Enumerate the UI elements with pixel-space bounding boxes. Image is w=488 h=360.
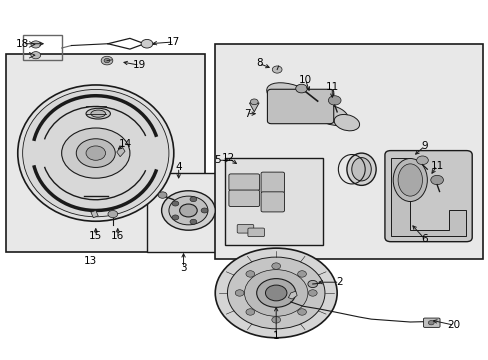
Ellipse shape	[18, 85, 173, 221]
Circle shape	[265, 285, 286, 301]
Text: 11: 11	[325, 82, 338, 92]
Circle shape	[168, 196, 207, 225]
Text: 14: 14	[118, 139, 131, 149]
Circle shape	[427, 320, 433, 325]
FancyBboxPatch shape	[228, 190, 259, 207]
Text: 11: 11	[429, 161, 443, 171]
Circle shape	[250, 99, 258, 105]
Circle shape	[179, 204, 197, 217]
Circle shape	[104, 58, 110, 63]
FancyBboxPatch shape	[228, 174, 259, 190]
Circle shape	[297, 309, 306, 315]
FancyBboxPatch shape	[423, 318, 439, 327]
Polygon shape	[390, 158, 466, 235]
Text: 12: 12	[222, 153, 235, 163]
FancyBboxPatch shape	[261, 172, 284, 193]
Circle shape	[86, 146, 105, 160]
Circle shape	[108, 211, 118, 218]
Circle shape	[295, 84, 307, 93]
Ellipse shape	[397, 164, 422, 196]
Text: 19: 19	[133, 60, 146, 70]
Circle shape	[328, 96, 340, 105]
Circle shape	[245, 309, 254, 315]
Circle shape	[172, 201, 179, 206]
Ellipse shape	[22, 89, 168, 217]
Circle shape	[31, 51, 41, 59]
Text: 6: 6	[421, 234, 427, 244]
Ellipse shape	[392, 158, 427, 202]
Circle shape	[190, 197, 196, 202]
Circle shape	[161, 191, 215, 230]
Ellipse shape	[351, 158, 370, 181]
Circle shape	[271, 317, 280, 323]
Circle shape	[158, 192, 166, 198]
Circle shape	[190, 219, 196, 224]
Circle shape	[308, 290, 317, 296]
Text: 7: 7	[243, 109, 250, 119]
Text: 17: 17	[167, 37, 180, 47]
Circle shape	[244, 270, 307, 316]
Text: 8: 8	[255, 58, 262, 68]
Polygon shape	[117, 146, 125, 157]
FancyBboxPatch shape	[237, 225, 253, 233]
Polygon shape	[249, 103, 259, 112]
Circle shape	[61, 128, 130, 178]
FancyBboxPatch shape	[384, 150, 471, 242]
Ellipse shape	[294, 96, 335, 120]
Ellipse shape	[86, 108, 110, 119]
Text: 20: 20	[447, 320, 460, 330]
Text: 5: 5	[214, 155, 221, 165]
Bar	[215, 44, 483, 259]
Text: 10: 10	[298, 75, 311, 85]
Circle shape	[215, 248, 336, 338]
Circle shape	[256, 279, 295, 307]
Bar	[224, 158, 322, 244]
Text: 9: 9	[421, 141, 427, 151]
FancyBboxPatch shape	[247, 228, 264, 237]
Text: 13: 13	[84, 256, 97, 266]
Text: 15: 15	[89, 231, 102, 240]
Circle shape	[271, 263, 280, 269]
Text: 1: 1	[272, 331, 279, 341]
Circle shape	[416, 156, 427, 165]
Circle shape	[101, 56, 113, 65]
Ellipse shape	[316, 105, 347, 125]
Circle shape	[430, 175, 443, 185]
Circle shape	[76, 139, 115, 167]
Polygon shape	[91, 211, 98, 218]
Ellipse shape	[266, 83, 319, 112]
Circle shape	[297, 271, 306, 277]
Text: 4: 4	[175, 162, 182, 172]
Text: 18: 18	[16, 39, 29, 49]
Text: 3: 3	[180, 263, 186, 273]
Bar	[5, 54, 205, 252]
Text: 2: 2	[336, 277, 342, 287]
Circle shape	[201, 208, 207, 213]
Bar	[147, 173, 224, 252]
Ellipse shape	[91, 110, 105, 117]
Circle shape	[141, 40, 153, 48]
Circle shape	[235, 290, 244, 296]
Circle shape	[31, 41, 41, 48]
Circle shape	[227, 257, 325, 329]
Circle shape	[272, 66, 282, 73]
Polygon shape	[288, 291, 297, 299]
Ellipse shape	[333, 114, 359, 131]
FancyBboxPatch shape	[261, 192, 284, 212]
FancyBboxPatch shape	[267, 89, 333, 124]
Circle shape	[307, 280, 317, 288]
Circle shape	[172, 215, 179, 220]
Text: 16: 16	[111, 231, 124, 240]
Circle shape	[245, 271, 254, 277]
Bar	[22, 35, 61, 60]
Ellipse shape	[346, 153, 375, 185]
